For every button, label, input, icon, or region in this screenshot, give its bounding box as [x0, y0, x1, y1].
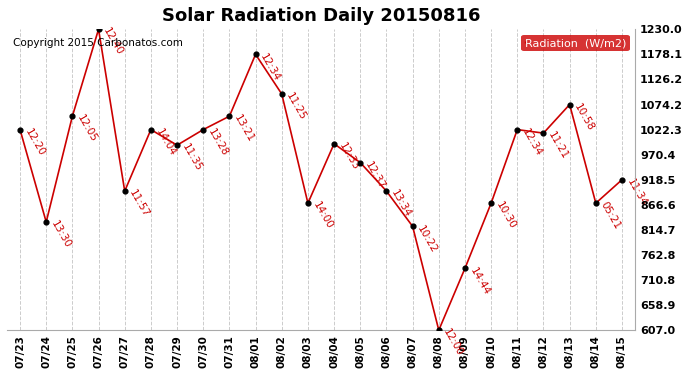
Text: 12:34: 12:34 — [258, 52, 282, 82]
Text: 11:21: 11:21 — [546, 130, 570, 161]
Point — [119, 188, 130, 194]
Text: 14:04: 14:04 — [154, 127, 177, 158]
Text: 14:00: 14:00 — [310, 200, 334, 231]
Point — [616, 177, 627, 183]
Text: 13:34: 13:34 — [389, 188, 413, 219]
Point — [198, 127, 209, 133]
Text: 11:35: 11:35 — [180, 142, 204, 174]
Text: 12:40: 12:40 — [101, 27, 125, 57]
Point — [146, 127, 157, 133]
Point — [381, 188, 392, 194]
Point — [224, 113, 235, 119]
Point — [407, 224, 418, 230]
Point — [564, 102, 575, 108]
Title: Solar Radiation Daily 20150816: Solar Radiation Daily 20150816 — [161, 7, 480, 25]
Point — [250, 51, 261, 57]
Text: 12:00: 12:00 — [442, 327, 465, 358]
Point — [14, 127, 26, 133]
Point — [460, 266, 471, 272]
Text: 11:57: 11:57 — [128, 188, 151, 219]
Point — [433, 327, 444, 333]
Text: 12:33: 12:33 — [337, 141, 361, 172]
Text: 10:30: 10:30 — [494, 200, 518, 231]
Text: 11:25: 11:25 — [284, 91, 308, 122]
Point — [355, 160, 366, 166]
Text: 14:44: 14:44 — [468, 266, 491, 297]
Text: 12:20: 12:20 — [23, 127, 46, 158]
Point — [302, 200, 313, 206]
Text: 13:30: 13:30 — [49, 219, 72, 250]
Point — [590, 200, 601, 206]
Point — [172, 142, 183, 148]
Point — [538, 130, 549, 136]
Point — [512, 127, 523, 133]
Point — [67, 113, 78, 119]
Text: 10:22: 10:22 — [415, 224, 439, 255]
Point — [486, 200, 497, 206]
Text: 05:21: 05:21 — [599, 200, 622, 231]
Text: 12:37: 12:37 — [363, 160, 387, 191]
Text: 13:21: 13:21 — [232, 114, 256, 144]
Point — [328, 141, 339, 147]
Point — [276, 91, 287, 97]
Text: Copyright 2015 Carbonatos.com: Copyright 2015 Carbonatos.com — [13, 38, 183, 48]
Text: 12:05: 12:05 — [75, 114, 99, 144]
Text: 13:28: 13:28 — [206, 127, 230, 158]
Point — [41, 219, 52, 225]
Legend: Radiation  (W/m2): Radiation (W/m2) — [522, 35, 629, 51]
Point — [93, 26, 104, 32]
Text: 11:34: 11:34 — [624, 177, 649, 208]
Text: 12:34: 12:34 — [520, 127, 544, 158]
Text: 10:58: 10:58 — [573, 102, 596, 133]
